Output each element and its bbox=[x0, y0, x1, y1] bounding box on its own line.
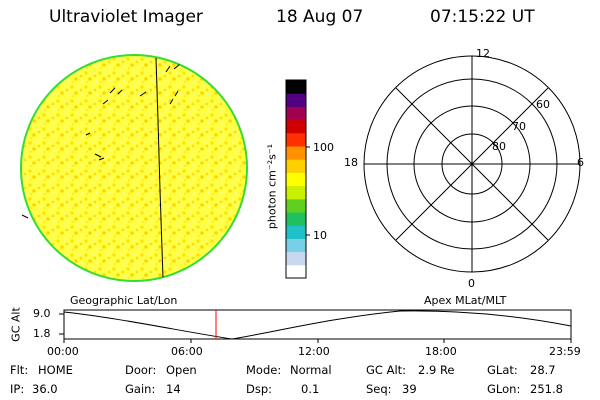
colorbar-band bbox=[286, 185, 306, 200]
mlt-diagonal bbox=[395, 87, 549, 241]
y-label-min: 1.8 bbox=[33, 327, 51, 340]
colorbar-band bbox=[286, 93, 306, 107]
x-tick-label: 06:00 bbox=[171, 345, 203, 358]
glat-label: GLat: bbox=[487, 363, 518, 377]
colorbar-band bbox=[286, 198, 306, 213]
coastline-fragment bbox=[102, 91, 147, 105]
colorbar-band bbox=[286, 159, 306, 173]
colorbar-band bbox=[286, 172, 306, 187]
lat-label-70: 70 bbox=[512, 120, 526, 133]
colorbar-band bbox=[286, 225, 306, 239]
coastline-fragment bbox=[85, 132, 102, 158]
date-label: 18 Aug 07 bbox=[276, 7, 364, 27]
colorbar-band bbox=[286, 119, 306, 134]
seq-label: Seq: bbox=[366, 382, 392, 396]
mlt-label-6: 6 bbox=[577, 156, 584, 169]
x-tick-label: 12:00 bbox=[298, 345, 330, 358]
gcalt-label: GC Alt: bbox=[366, 363, 407, 377]
gain-label: Gain: bbox=[125, 382, 156, 396]
colorbar-band bbox=[286, 132, 306, 147]
lat-label-60: 60 bbox=[536, 98, 550, 111]
meridian-line bbox=[155, 57, 164, 279]
colorbar-band bbox=[286, 212, 306, 226]
altitude-plot bbox=[59, 309, 572, 343]
colorbar bbox=[285, 79, 310, 279]
earth-disk-image bbox=[20, 54, 248, 282]
polar-plot bbox=[363, 55, 581, 273]
glon-label: GLon: bbox=[487, 382, 521, 396]
colorbar-band bbox=[286, 146, 306, 160]
mode-value: Normal bbox=[290, 363, 332, 377]
polar-panel-label: Apex MLat/MLT bbox=[424, 294, 507, 307]
x-tick-label: 00:00 bbox=[47, 345, 79, 358]
gain-value: 14 bbox=[166, 382, 181, 396]
ip-value: 36.0 bbox=[32, 382, 58, 396]
ip-label: IP: bbox=[10, 382, 25, 396]
altitude-axis-title: GC Alt bbox=[9, 307, 23, 342]
colorbar-band bbox=[286, 80, 306, 94]
coastline-fragment bbox=[165, 63, 181, 73]
x-tick-label: 18:00 bbox=[425, 345, 457, 358]
colorbar-frame bbox=[285, 79, 307, 279]
flt-value: HOME bbox=[38, 363, 73, 377]
glat-value: 28.7 bbox=[530, 363, 556, 377]
door-label: Door: bbox=[125, 363, 157, 377]
dsp-label: Dsp: bbox=[246, 382, 273, 396]
mode-label: Mode: bbox=[246, 363, 282, 377]
geographic-panel-label: Geographic Lat/Lon bbox=[70, 294, 178, 307]
colorbar-band bbox=[286, 264, 306, 279]
coastline-fragment bbox=[109, 87, 123, 95]
mlt-label-12: 12 bbox=[476, 47, 490, 60]
mlt-label-0: 0 bbox=[468, 277, 475, 290]
lat-label-80: 80 bbox=[492, 140, 506, 153]
coastline-fragment bbox=[21, 214, 29, 219]
colorbar-tick-100: 100 bbox=[313, 141, 334, 154]
seq-value: 39 bbox=[402, 382, 417, 396]
coastline-fragment bbox=[98, 157, 105, 161]
dsp-value: 0.1 bbox=[301, 382, 320, 396]
colorbar-band bbox=[286, 238, 306, 253]
glon-value: 251.8 bbox=[530, 382, 563, 396]
door-value: Open bbox=[166, 363, 197, 377]
colorbar-unit-label: photon cm⁻²s⁻¹ bbox=[265, 143, 279, 230]
gcalt-value: 2.9 Re bbox=[418, 363, 455, 377]
flt-label: Flt: bbox=[10, 363, 29, 377]
coastline-fragment bbox=[169, 90, 179, 105]
x-tick-label: 23:59 bbox=[549, 345, 581, 358]
y-label-max: 9.0 bbox=[33, 307, 51, 320]
altitude-curve bbox=[63, 310, 572, 340]
mlt-label-18: 18 bbox=[344, 156, 358, 169]
colorbar-band bbox=[286, 106, 306, 121]
time-label: 07:15:22 UT bbox=[430, 7, 535, 27]
instrument-title: Ultraviolet Imager bbox=[49, 7, 203, 27]
colorbar-tick-10: 10 bbox=[313, 229, 327, 242]
colorbar-band bbox=[286, 251, 306, 266]
